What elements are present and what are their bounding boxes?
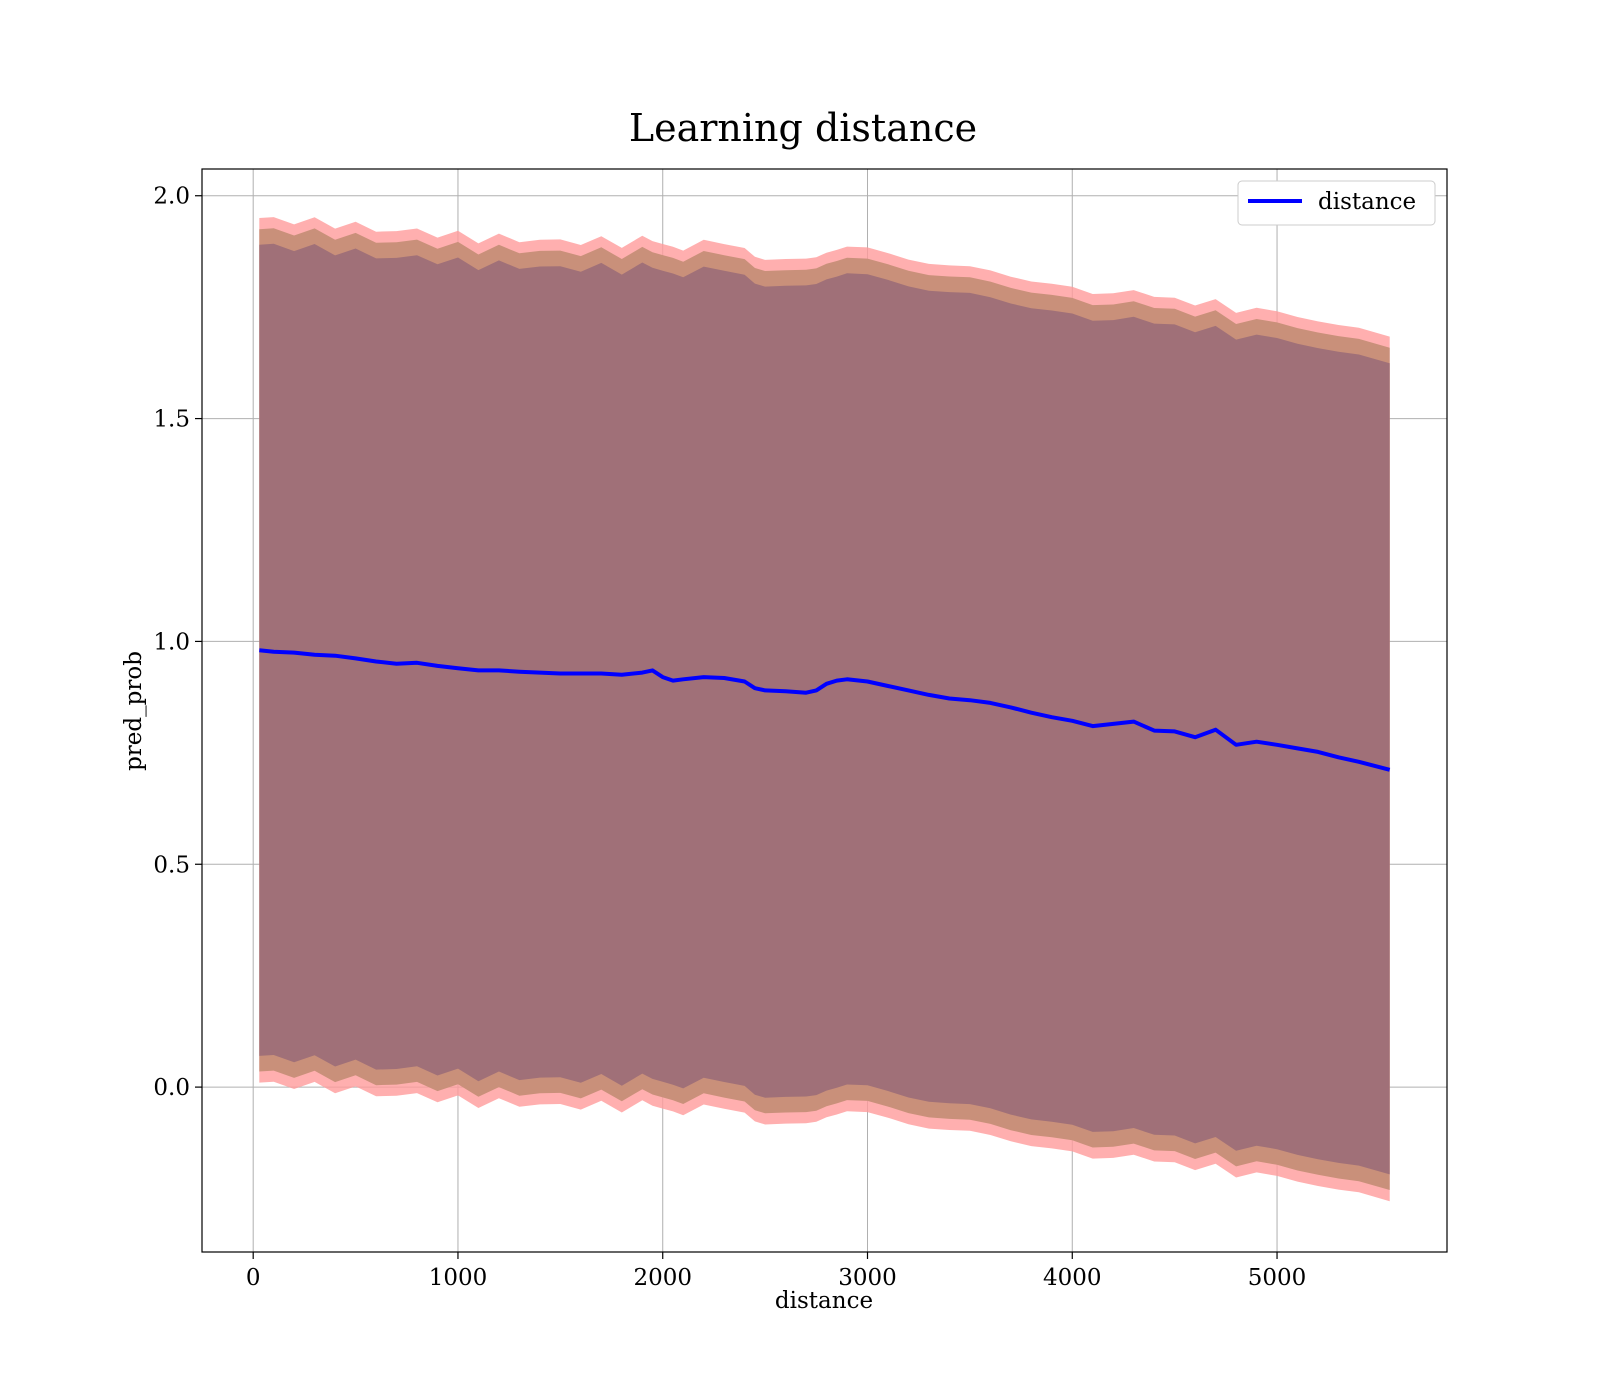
series-lines: [259, 648, 1391, 772]
y-tick-label: 1.5: [153, 407, 190, 433]
x-tick-label: 5000: [1248, 1265, 1307, 1291]
y-tick-label: 2.0: [153, 184, 190, 210]
band-inner: [259, 243, 1390, 1175]
x-tick-label: 2000: [633, 1265, 692, 1291]
chart-title: Learning distance: [629, 106, 977, 150]
legend-box: [1237, 180, 1436, 226]
x-axis-ticks: 0 1000 2000 3000 4000 5000: [246, 1252, 1306, 1291]
legend: distance: [1237, 180, 1436, 226]
y-tick-label: 1.0: [153, 629, 190, 655]
x-tick-label: 4000: [1043, 1265, 1102, 1291]
x-tick-label: 3000: [838, 1265, 897, 1291]
x-tick-label: 0: [246, 1265, 261, 1291]
y-axis-label: pred_prob: [121, 651, 147, 771]
series-line-distance: [259, 648, 1391, 772]
y-axis-ticks: 0.0 0.5 1.0 1.5 2.0: [153, 184, 202, 1101]
x-tick-label: 1000: [429, 1265, 488, 1291]
legend-label-distance: distance: [1318, 189, 1416, 215]
confidence-bands: [259, 217, 1390, 1202]
plot-frame: [201, 168, 1448, 1253]
y-tick-label: 0.0: [153, 1075, 190, 1101]
x-axis-label: distance: [775, 1288, 873, 1314]
y-tick-label: 0.5: [153, 852, 190, 878]
